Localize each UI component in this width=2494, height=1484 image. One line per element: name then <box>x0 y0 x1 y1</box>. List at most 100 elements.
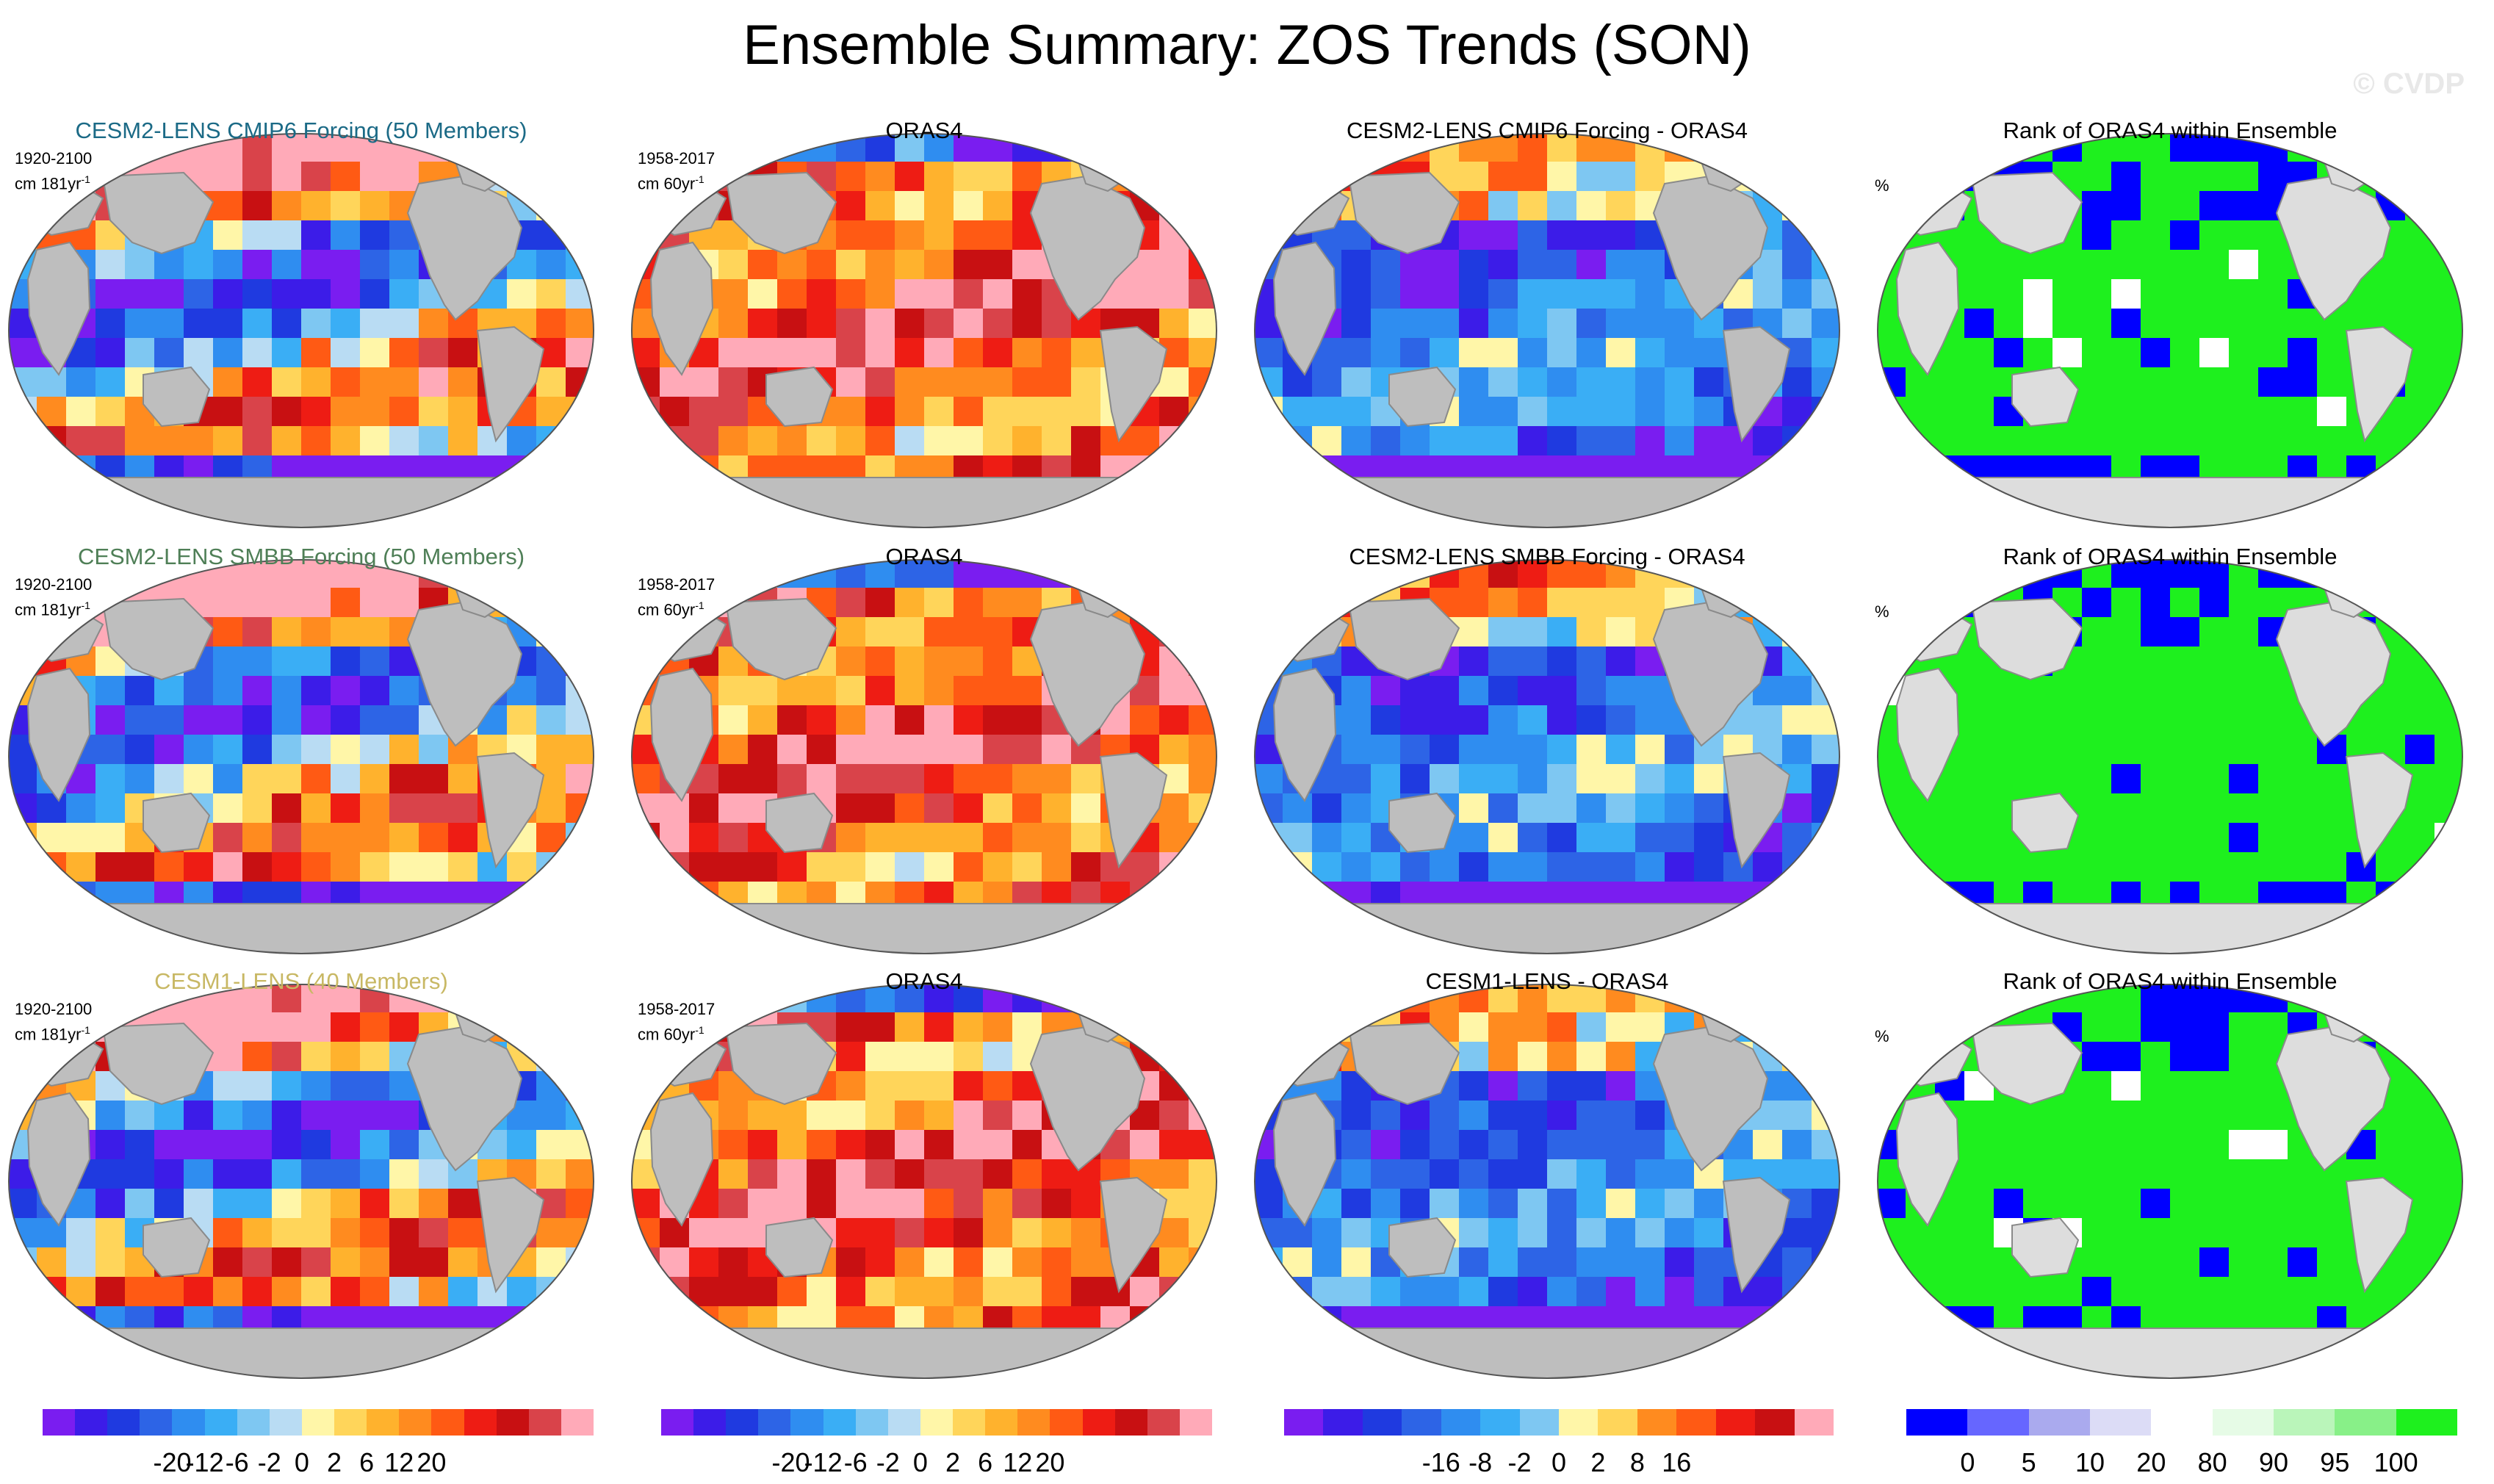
australia-landmass <box>2011 792 2080 854</box>
south-america-landmass <box>476 752 545 869</box>
period-label: 1958-2017 <box>638 1000 716 1018</box>
colorbar-tick-label: -12 <box>185 1447 224 1477</box>
map-outline <box>8 984 594 1379</box>
australia-landmass <box>143 1217 211 1278</box>
colorbar-swatch <box>693 1409 727 1436</box>
australia-landmass <box>765 366 834 428</box>
colorbar-swatch <box>1082 1409 1116 1436</box>
north-america-landmass <box>2275 175 2392 321</box>
panel-obs-row3: ORAS4 1958-2017 cm 60yr-1 <box>623 968 1225 1387</box>
antarctica-landmass <box>49 477 553 527</box>
south-america-landmass <box>1099 325 1168 443</box>
australia-landmass <box>1388 792 1457 854</box>
colorbar-tick-label: 6 <box>359 1447 375 1477</box>
colorbar-swatch <box>75 1409 108 1436</box>
australia-landmass <box>2011 366 2080 428</box>
colorbar-swatch <box>367 1409 400 1436</box>
colorbar-swatch <box>561 1409 594 1436</box>
colorbar-1: -20 -12 -6 -2 0 2 6 12 20 <box>43 1409 594 1477</box>
map-rank <box>1877 984 2463 1379</box>
asia-east-landmass <box>1347 1022 1460 1106</box>
antarctica-landmass <box>1918 477 2422 527</box>
africa-landmass <box>26 1092 91 1227</box>
panel-info: 1958-2017 cm 60yr-1 <box>638 148 715 194</box>
colorbar-tick-label: 20 <box>2136 1447 2166 1477</box>
colorbar-swatch <box>2151 1409 2213 1436</box>
colorbar-swatch <box>1284 1409 1324 1436</box>
australia-landmass <box>2011 1217 2080 1278</box>
map-diff <box>1254 559 1840 954</box>
period-label: 1920-2100 <box>15 1000 93 1018</box>
map-outline <box>8 133 594 528</box>
units-label: cm 60yr-1 <box>638 1024 704 1044</box>
colorbar-4: 0 5 10 20 80 90 95 100 <box>1906 1409 2458 1477</box>
map-outline <box>8 559 594 954</box>
panel-title: CESM2-LENS SMBB Forcing (50 Members) <box>77 544 525 569</box>
colorbar-tick-label: -12 <box>804 1447 843 1477</box>
panel-title: ORAS4 <box>885 544 963 569</box>
panel-info: 1958-2017 cm 60yr-1 <box>638 999 715 1045</box>
colorbar-tick-label: 6 <box>978 1447 993 1477</box>
colorbar-swatch <box>953 1409 986 1436</box>
colorbar-tick-label: 16 <box>1662 1447 1692 1477</box>
period-label: 1958-2017 <box>638 149 716 168</box>
antarctica-landmass <box>672 903 1176 954</box>
colorbar-tick-label: 90 <box>2258 1447 2289 1477</box>
colorbar-swatch <box>2090 1409 2152 1436</box>
percent-unit-label: % <box>1875 602 1889 621</box>
antarctica-landmass <box>49 1328 553 1378</box>
africa-landmass <box>649 1092 714 1227</box>
panel-title: CESM1-LENS - ORAS4 <box>1425 968 1669 994</box>
north-america-landmass <box>1029 601 1146 747</box>
colorbar-swatch <box>790 1409 824 1436</box>
colorbar-swatch <box>140 1409 173 1436</box>
colorbar-tick-label: -20 <box>771 1447 810 1477</box>
asia-east-landmass <box>1347 171 1460 255</box>
period-label: 1920-2100 <box>15 149 93 168</box>
colorbar-tick-label: 8 <box>1629 1447 1645 1477</box>
colorbar-swatch <box>1637 1409 1677 1436</box>
panel-diff-row2: CESM2-LENS SMBB Forcing - ORAS4 <box>1246 544 1848 962</box>
map-outline <box>1877 133 2463 528</box>
panel-rank-row1: Rank of ORAS4 within Ensemble% <box>1869 118 2471 536</box>
colorbar-swatch <box>985 1409 1018 1436</box>
colorbar-swatch <box>1676 1409 1717 1436</box>
colorbar-swatch <box>204 1409 238 1436</box>
asia-east-landmass <box>1970 171 2083 255</box>
colorbar-swatch <box>1402 1409 1442 1436</box>
asia-east-landmass <box>1970 1022 2083 1106</box>
north-america-landmass <box>1029 1026 1146 1172</box>
map-obs <box>631 559 1217 954</box>
colorbar-tick-label: 0 <box>912 1447 928 1477</box>
colorbar-tick-label: 2 <box>327 1447 342 1477</box>
colorbar-swatch <box>2274 1409 2335 1436</box>
map-outline <box>1254 984 1840 1379</box>
africa-landmass <box>1272 241 1337 376</box>
north-america-landmass <box>406 175 523 321</box>
asia-east-landmass <box>724 1022 837 1106</box>
panel-title: CESM2-LENS CMIP6 Forcing - ORAS4 <box>1346 118 1748 143</box>
map-outline <box>1877 559 2463 954</box>
colorbar-tick-label: -6 <box>843 1447 868 1477</box>
panel-ensemble-row3: CESM1-LENS (40 Members) 1920-2100 cm 181yr… <box>0 968 602 1387</box>
colorbar-tick-label: -20 <box>153 1447 192 1477</box>
australia-landmass <box>1388 1217 1457 1278</box>
panel-info: 1920-2100 cm 181yr-1 <box>15 574 92 620</box>
colorbar-tick-label: 0 <box>1551 1447 1567 1477</box>
antarctica-landmass <box>1295 1328 1799 1378</box>
colorbar-tick-label: -2 <box>876 1447 900 1477</box>
colorbar-tick-label: -6 <box>225 1447 249 1477</box>
percent-unit-label: % <box>1875 1027 1889 1045</box>
colorbar-swatch <box>172 1409 206 1436</box>
colorbar-swatch <box>920 1409 954 1436</box>
panel-obs-row1: ORAS4 1958-2017 cm 60yr-1 <box>623 118 1225 536</box>
colorbar-swatch <box>1519 1409 1560 1436</box>
colorbar-swatch <box>887 1409 921 1436</box>
australia-landmass <box>143 366 211 428</box>
map-outline <box>631 133 1217 528</box>
colorbar-swatch <box>855 1409 889 1436</box>
colorbar-tick-label: 5 <box>2021 1447 2036 1477</box>
percent-unit-label: % <box>1875 176 1889 195</box>
antarctica-landmass <box>1295 903 1799 954</box>
units-label: cm 60yr-1 <box>638 599 704 619</box>
